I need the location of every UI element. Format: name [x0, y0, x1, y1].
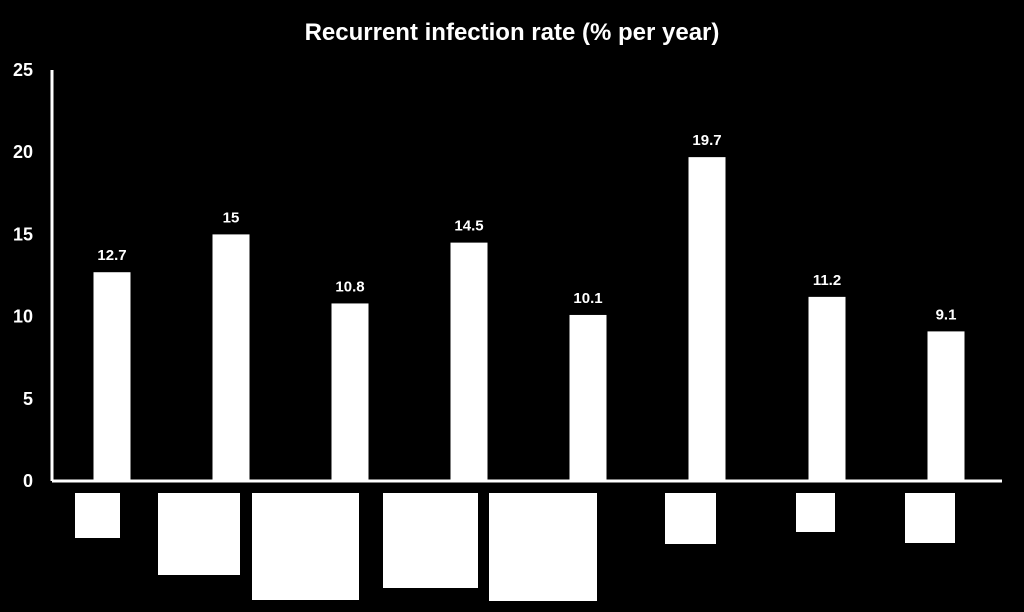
y-tick-label: 25 — [13, 60, 33, 80]
data-label: 9.1 — [936, 306, 957, 323]
category-image — [796, 493, 835, 532]
bar — [450, 242, 488, 481]
bar — [808, 296, 846, 481]
data-label: 12.7 — [97, 247, 126, 264]
bar — [212, 234, 250, 481]
category-image — [75, 493, 120, 538]
bar — [331, 303, 369, 481]
category-image — [905, 493, 955, 543]
data-labels: 12.7 15 10.8 14.5 10.1 19.7 11.2 9.1 — [97, 132, 956, 323]
data-label: 11.2 — [813, 272, 841, 289]
data-label: 15 — [223, 209, 240, 226]
category-image — [665, 493, 716, 544]
y-tick-label: 0 — [23, 471, 33, 491]
data-label: 19.7 — [692, 132, 721, 149]
chart-title: Recurrent infection rate (% per year) — [305, 19, 720, 46]
bar-series — [93, 157, 965, 481]
bar — [927, 331, 965, 481]
y-tick-label: 15 — [13, 224, 33, 244]
category-image — [252, 493, 359, 600]
category-image — [383, 493, 478, 588]
y-tick-label: 10 — [13, 307, 33, 327]
data-label: 10.8 — [335, 278, 364, 295]
bar — [688, 157, 726, 481]
y-axis-ticks: 0 5 10 15 20 25 — [13, 60, 33, 491]
category-image — [158, 493, 240, 575]
category-label-images — [75, 493, 955, 601]
y-tick-label: 5 — [23, 389, 33, 409]
data-label: 14.5 — [454, 218, 483, 235]
y-tick-label: 20 — [13, 142, 33, 162]
bar — [569, 314, 607, 481]
category-image — [489, 493, 597, 601]
data-label: 10.1 — [573, 290, 602, 307]
bar — [93, 272, 131, 481]
